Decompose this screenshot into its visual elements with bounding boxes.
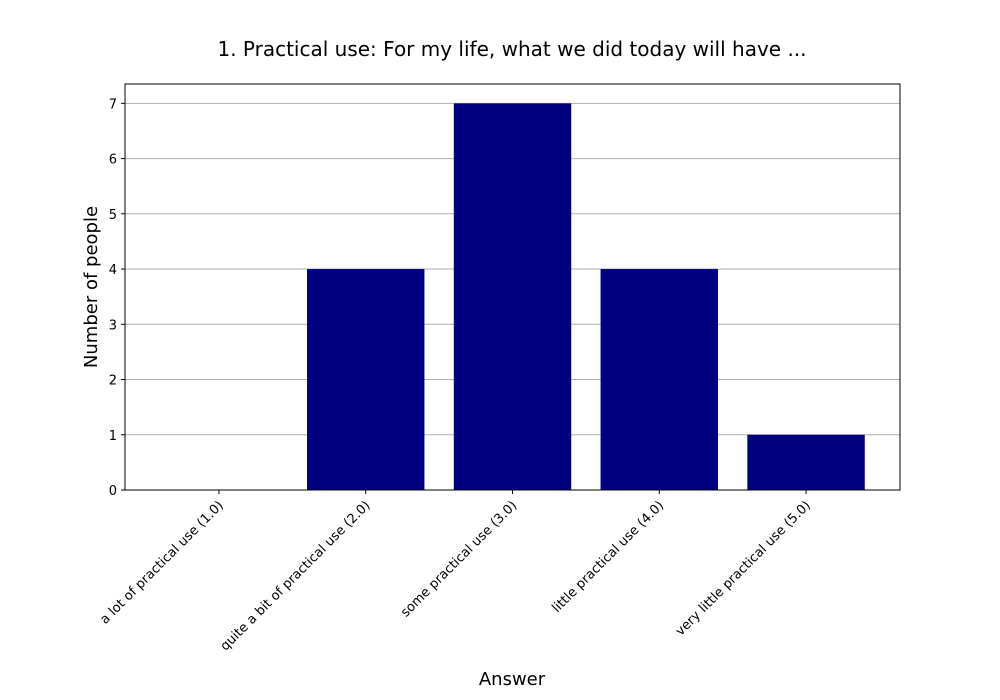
bar <box>307 269 425 490</box>
y-tick-label: 1 <box>109 429 117 444</box>
y-tick-label: 4 <box>109 263 117 278</box>
x-axis-label: Answer <box>479 669 546 690</box>
bar <box>453 103 572 490</box>
y-axis-label: Number of people <box>81 206 102 368</box>
bars <box>307 103 865 490</box>
y-tick-label: 0 <box>109 484 117 499</box>
y-tick-label: 7 <box>109 97 117 112</box>
y-tick-label: 3 <box>109 318 117 333</box>
bar <box>747 434 865 490</box>
y-tick-label: 2 <box>109 374 117 389</box>
y-tick-label: 6 <box>109 153 117 168</box>
y-tick-label: 5 <box>109 208 117 223</box>
y-axis-ticks: 0 1 2 3 4 5 6 7 <box>109 97 125 499</box>
chart-title: 1. Practical use: For my life, what we d… <box>217 37 806 61</box>
bar <box>600 269 718 490</box>
